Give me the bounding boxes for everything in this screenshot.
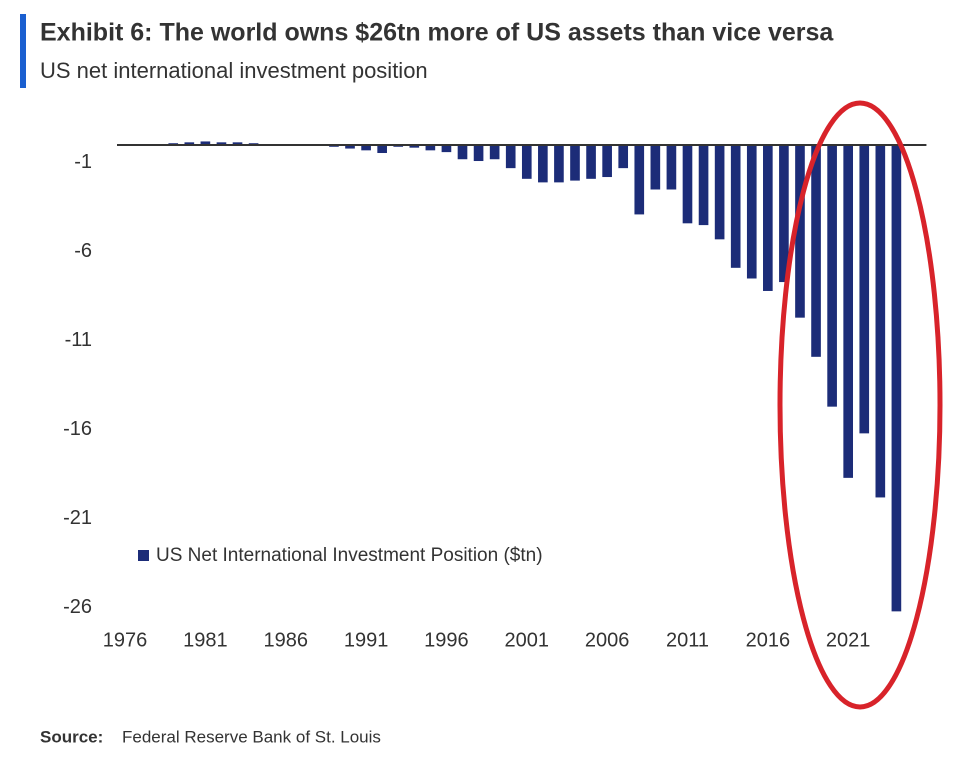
y-tick-label: -6 (74, 240, 92, 262)
bar (184, 142, 195, 145)
bar (361, 145, 371, 151)
legend-label: US Net International Investment Position… (156, 545, 543, 566)
bar (425, 145, 436, 151)
source-text: Federal Reserve Bank of St. Louis (122, 727, 381, 746)
bar (811, 145, 821, 357)
bar (763, 145, 773, 291)
plot: -1 -6 -11 -16 -21 -26 1976 1981 1986 1991 1996 2001… (63, 141, 927, 651)
bar (505, 145, 516, 169)
bar (602, 145, 612, 178)
bar (827, 145, 837, 407)
bar (875, 145, 886, 498)
x-tick-label: 2001 (505, 629, 550, 651)
y-tick-label: -1 (74, 151, 92, 173)
y-tick-label: -16 (63, 418, 92, 440)
x-tick-label: 1976 (103, 629, 148, 651)
bar (473, 145, 484, 162)
bar (377, 145, 387, 154)
bar (698, 145, 709, 226)
bar (570, 145, 580, 181)
x-tick-label: 2021 (826, 629, 871, 651)
bar (457, 145, 468, 160)
legend-swatch (138, 550, 149, 561)
bar (441, 145, 452, 153)
bar (795, 145, 805, 318)
source: Source: Federal Reserve Bank of St. Loui… (40, 727, 381, 746)
source-label: Source: (40, 727, 103, 746)
y-tick-label: -26 (63, 596, 92, 618)
bar (554, 145, 564, 183)
bar (586, 145, 596, 179)
accent-bar (20, 14, 26, 88)
bar (666, 145, 677, 190)
x-tick-label: 1991 (344, 629, 389, 651)
bar (859, 145, 870, 434)
x-tick-label: 1996 (424, 629, 469, 651)
bar (779, 145, 789, 283)
bar (730, 145, 741, 268)
bar (216, 142, 227, 145)
bar (200, 141, 211, 145)
x-tick-label: 2006 (585, 629, 630, 651)
x-tick-label: 1986 (263, 629, 308, 651)
bar (489, 145, 500, 160)
bar (232, 142, 243, 145)
bar (843, 145, 854, 478)
bar (891, 145, 902, 612)
x-tick-label: 2011 (666, 629, 709, 651)
chart-subtitle: US net international investment position (40, 58, 428, 83)
x-tick-label: 2016 (746, 629, 791, 651)
bar (714, 145, 725, 240)
bar (538, 145, 548, 183)
bar (618, 145, 629, 169)
bar (746, 145, 757, 279)
x-tick-label: 1981 (183, 629, 228, 651)
y-tick-label: -11 (65, 329, 92, 351)
y-tick-label: -21 (63, 507, 92, 529)
bar (521, 145, 532, 179)
highlight-ellipse (777, 100, 943, 710)
bar (682, 145, 693, 224)
bar (409, 145, 420, 148)
bar (650, 145, 661, 190)
chart-title: Exhibit 6: The world owns $26tn more of … (40, 19, 834, 47)
bar (345, 145, 355, 149)
bar (634, 145, 645, 215)
